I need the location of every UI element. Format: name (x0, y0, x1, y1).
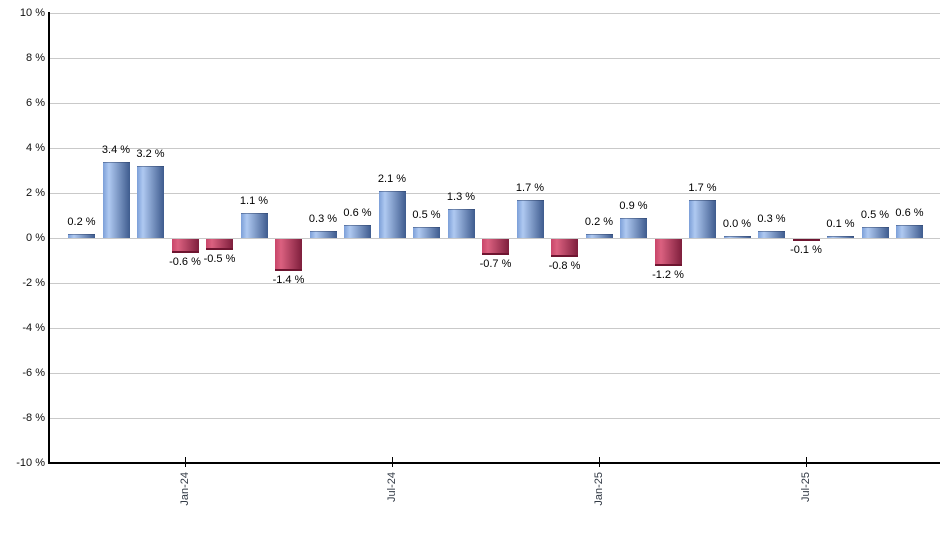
y-tick-label: -6 % (22, 367, 45, 379)
bar-Apr-25 (689, 199, 716, 238)
bar-May-24 (309, 231, 337, 238)
y-tick-label: 10 % (19, 7, 45, 19)
bar-Sep-25 (861, 226, 889, 238)
bar-Sep-24 (447, 208, 475, 238)
gridline (50, 103, 940, 104)
bar-Aug-25 (827, 235, 854, 238)
bar-value-label: 0.3 % (757, 213, 786, 226)
bar-value-label: 3.4 % (101, 143, 131, 156)
y-axis-line (48, 12, 50, 464)
gridline (50, 58, 940, 59)
bar-value-label: -0.5 % (203, 253, 236, 266)
bar-value-label: 0.1 % (826, 217, 855, 230)
x-tick-label-Jul-25: Jul-25 (800, 472, 812, 502)
gridline (50, 418, 940, 419)
bar-value-label: -1.2 % (652, 269, 684, 281)
bar-value-label: -1.4 % (272, 273, 305, 286)
bar-value-label: 0.2 % (67, 215, 96, 228)
bar-value-label: 0.0 % (722, 218, 752, 230)
bar-Jun-25 (758, 231, 785, 238)
bar-Mar-25 (654, 239, 682, 266)
bar-Jul-25 (792, 239, 820, 242)
y-tick-label: 4 % (26, 142, 45, 154)
gridline (50, 148, 940, 149)
bar-Jan-24 (171, 239, 199, 253)
bar-value-label: -0.7 % (479, 257, 512, 270)
bar-value-label: 0.2 % (584, 215, 614, 228)
bar-Feb-25 (620, 217, 647, 238)
x-axis-tick (185, 457, 186, 467)
x-axis-tick (599, 457, 600, 467)
bar-value-label: -0.6 % (169, 255, 201, 268)
bar-Dec-23 (137, 166, 164, 238)
bar-May-25 (723, 236, 751, 238)
y-tick-label: -10 % (16, 457, 45, 469)
bar-value-label: 1.3 % (446, 190, 476, 203)
bar-value-label: 0.5 % (412, 208, 441, 221)
bar-Nov-23 (102, 161, 130, 238)
bar-Oct-23 (68, 233, 95, 238)
gridline (50, 13, 940, 14)
bar-value-label: 2.1 % (377, 172, 407, 185)
bar-value-label: 1.7 % (515, 181, 545, 194)
x-axis-line (48, 462, 940, 464)
bar-value-label: 0.6 % (895, 206, 924, 219)
gridline (50, 373, 940, 374)
bar-value-label: 3.2 % (136, 148, 165, 160)
bar-value-label: 1.1 % (239, 195, 269, 208)
x-tick-label-Jan-24: Jan-24 (179, 472, 191, 506)
bar-Oct-24 (482, 239, 509, 255)
y-tick-label: 0 % (26, 232, 45, 244)
bar-Feb-24 (206, 239, 233, 251)
x-tick-label-Jan-25: Jan-25 (593, 472, 605, 506)
bar-value-label: -0.1 % (790, 244, 822, 257)
x-axis-tick (806, 457, 807, 467)
bar-Mar-24 (240, 213, 268, 238)
bar-value-label: -0.8 % (548, 260, 581, 272)
bar-Jan-25 (585, 233, 613, 238)
bar-Aug-24 (413, 226, 440, 238)
bar-Dec-24 (551, 239, 578, 257)
gridline (50, 328, 940, 329)
gridline (50, 238, 940, 239)
bar-Jul-24 (378, 190, 406, 238)
y-tick-label: 2 % (26, 187, 45, 199)
bar-Nov-24 (516, 199, 544, 238)
y-tick-label: -2 % (22, 277, 45, 289)
y-tick-label: 6 % (26, 97, 45, 109)
bar-value-label: 0.5 % (860, 208, 890, 221)
bar-value-label: 0.3 % (308, 213, 338, 226)
bar-value-label: 1.7 % (688, 181, 717, 194)
bar-Oct-25 (896, 224, 923, 238)
y-tick-label: -4 % (22, 322, 45, 334)
x-tick-label-Jul-24: Jul-24 (386, 472, 398, 502)
x-axis-tick (392, 457, 393, 467)
bar-Apr-24 (275, 239, 302, 271)
bar-value-label: 0.6 % (343, 206, 372, 219)
bar-value-label: 0.9 % (619, 199, 648, 212)
gridline (50, 193, 940, 194)
y-tick-label: 8 % (26, 52, 45, 64)
bar-Jun-24 (344, 224, 371, 238)
gridline (50, 283, 940, 284)
y-tick-label: -8 % (22, 412, 45, 424)
